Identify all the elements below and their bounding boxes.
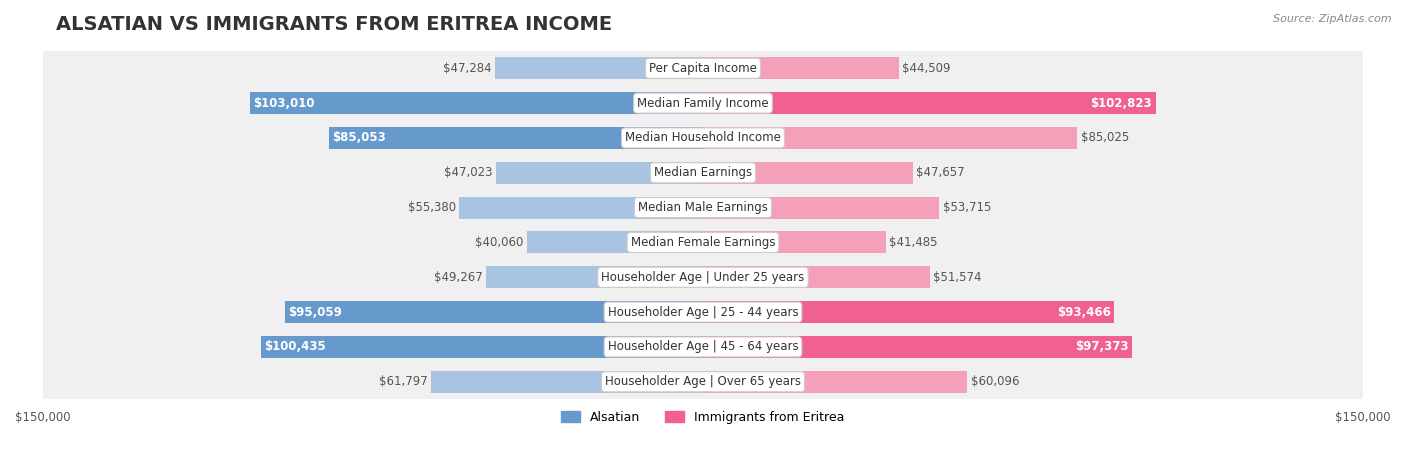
Text: Median Family Income: Median Family Income: [637, 97, 769, 110]
Bar: [703, 127, 1077, 149]
Bar: [703, 162, 912, 184]
Text: $85,053: $85,053: [332, 131, 385, 144]
Bar: [703, 92, 1156, 114]
Text: Source: ZipAtlas.com: Source: ZipAtlas.com: [1274, 14, 1392, 24]
Bar: [486, 266, 703, 288]
Bar: [703, 371, 967, 393]
Text: $44,509: $44,509: [903, 62, 950, 75]
Bar: [703, 336, 1132, 358]
Text: Median Male Earnings: Median Male Earnings: [638, 201, 768, 214]
Bar: [42, 225, 1364, 260]
Bar: [42, 190, 1364, 225]
Bar: [262, 336, 703, 358]
Text: $51,574: $51,574: [934, 271, 981, 284]
Text: Per Capita Income: Per Capita Income: [650, 62, 756, 75]
Bar: [42, 295, 1364, 330]
Bar: [250, 92, 703, 114]
Text: $95,059: $95,059: [288, 305, 342, 318]
Text: $47,657: $47,657: [917, 166, 965, 179]
Text: $49,267: $49,267: [434, 271, 482, 284]
Text: Householder Age | 25 - 44 years: Householder Age | 25 - 44 years: [607, 305, 799, 318]
Bar: [703, 266, 929, 288]
Text: $47,284: $47,284: [443, 62, 492, 75]
Bar: [495, 57, 703, 79]
Legend: Alsatian, Immigrants from Eritrea: Alsatian, Immigrants from Eritrea: [557, 406, 849, 429]
Text: $93,466: $93,466: [1057, 305, 1111, 318]
Text: $61,797: $61,797: [380, 375, 427, 388]
Text: Householder Age | Over 65 years: Householder Age | Over 65 years: [605, 375, 801, 388]
Text: $40,060: $40,060: [475, 236, 523, 249]
Bar: [527, 232, 703, 254]
Bar: [42, 51, 1364, 85]
Bar: [284, 301, 703, 323]
Text: $41,485: $41,485: [889, 236, 938, 249]
Bar: [42, 260, 1364, 295]
Text: $55,380: $55,380: [408, 201, 456, 214]
Text: $103,010: $103,010: [253, 97, 315, 110]
Text: Householder Age | 45 - 64 years: Householder Age | 45 - 64 years: [607, 340, 799, 354]
Text: Median Earnings: Median Earnings: [654, 166, 752, 179]
Bar: [703, 57, 898, 79]
Text: Median Household Income: Median Household Income: [626, 131, 780, 144]
Bar: [329, 127, 703, 149]
Bar: [42, 156, 1364, 190]
Text: Householder Age | Under 25 years: Householder Age | Under 25 years: [602, 271, 804, 284]
Text: $100,435: $100,435: [264, 340, 326, 354]
Text: $102,823: $102,823: [1091, 97, 1153, 110]
Text: $47,023: $47,023: [444, 166, 492, 179]
Bar: [703, 232, 886, 254]
Bar: [42, 85, 1364, 120]
Bar: [42, 364, 1364, 399]
Bar: [496, 162, 703, 184]
Bar: [460, 197, 703, 219]
Bar: [703, 301, 1115, 323]
Text: $60,096: $60,096: [970, 375, 1019, 388]
Text: ALSATIAN VS IMMIGRANTS FROM ERITREA INCOME: ALSATIAN VS IMMIGRANTS FROM ERITREA INCO…: [56, 15, 612, 34]
Text: $97,373: $97,373: [1074, 340, 1128, 354]
Text: $53,715: $53,715: [942, 201, 991, 214]
Text: Median Female Earnings: Median Female Earnings: [631, 236, 775, 249]
Bar: [703, 197, 939, 219]
Text: $85,025: $85,025: [1081, 131, 1129, 144]
Bar: [42, 120, 1364, 156]
Bar: [42, 330, 1364, 364]
Bar: [432, 371, 703, 393]
